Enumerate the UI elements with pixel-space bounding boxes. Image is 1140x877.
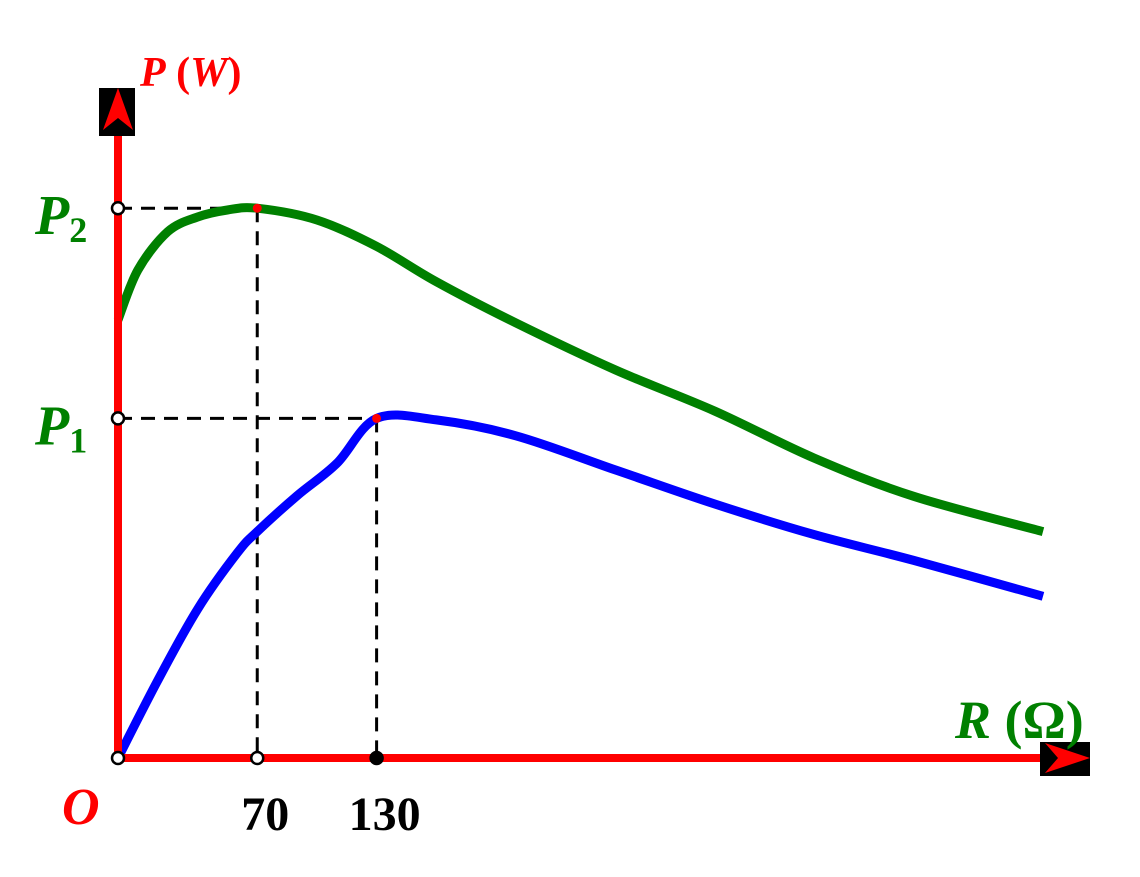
origin-label: O [62, 779, 100, 836]
peak-point-2 [252, 203, 262, 213]
peak-point-1 [372, 413, 382, 423]
series-2-curve [113, 203, 1045, 536]
y-tick-label-2: P2 [34, 185, 87, 250]
x-tick-label-70: 70 [241, 788, 289, 841]
y-tick-marker-2 [110, 200, 126, 216]
y-tick-marker-1 [110, 411, 126, 426]
origin-marker [110, 750, 126, 766]
x-axis-arrowhead [1045, 743, 1090, 773]
axes [99, 88, 1090, 776]
tick-labels: 70 130 P1 P2 [34, 185, 421, 841]
x-tick-marker-130 [369, 750, 384, 766]
y-axis-title: P (W) [139, 50, 242, 96]
y-tick-label-1: P1 [34, 395, 87, 460]
markers [110, 200, 384, 766]
series-1-curve [113, 410, 1045, 761]
x-tick-label-130: 130 [349, 788, 421, 841]
curves [113, 203, 1045, 761]
x-axis-title: R (Ω) [954, 690, 1084, 750]
y-axis-arrowhead [103, 88, 133, 130]
x-tick-marker-70 [249, 750, 265, 766]
